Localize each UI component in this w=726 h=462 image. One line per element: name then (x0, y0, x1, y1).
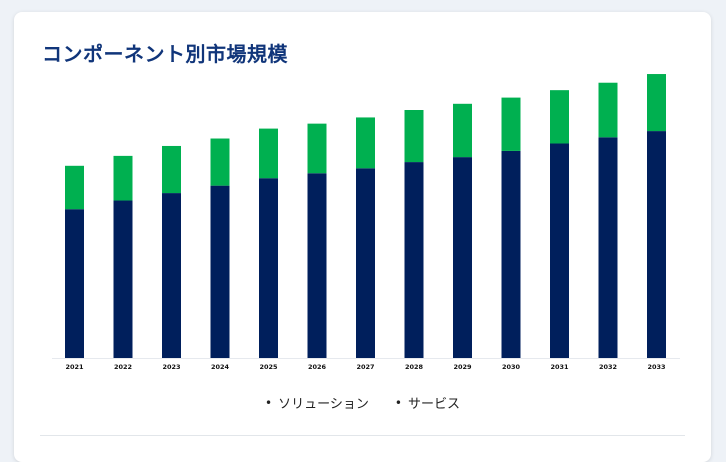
bar-solution-2032[interactable] (598, 137, 618, 358)
bar-solution-2027[interactable] (356, 168, 375, 358)
bar-service-2032[interactable] (598, 82, 618, 138)
bar-solution-2025[interactable] (259, 178, 278, 358)
x-tick-label-2028: 2028 (405, 363, 424, 371)
bar-service-2033[interactable] (647, 74, 666, 132)
legend-bullet-service: • (394, 395, 402, 410)
x-tick-label-2030: 2030 (502, 363, 521, 371)
divider (40, 435, 685, 436)
bar-solution-2029[interactable] (453, 157, 472, 358)
chart-legend: • ソリューション • サービス (14, 393, 711, 413)
bar-solution-2022[interactable] (113, 200, 133, 358)
bar-service-2029[interactable] (453, 103, 472, 158)
x-tick-label-2023: 2023 (162, 363, 180, 371)
legend-label-solution: ソリューション (278, 397, 369, 412)
bar-solution-2030[interactable] (501, 150, 521, 358)
x-tick-label-2029: 2029 (453, 363, 472, 371)
bar-solution-2031[interactable] (550, 143, 569, 358)
legend-bullet-solution: • (265, 395, 273, 410)
bar-service-2027[interactable] (356, 117, 375, 169)
bar-service-2025[interactable] (259, 128, 278, 179)
bar-service-2024[interactable] (210, 138, 230, 186)
bar-solution-2021[interactable] (65, 209, 84, 358)
x-tick-label-2033: 2033 (647, 363, 665, 371)
bar-solution-2024[interactable] (210, 185, 230, 358)
x-tick-label-2021: 2021 (65, 363, 84, 371)
bar-service-2031[interactable] (550, 90, 569, 144)
x-tick-label-2024: 2024 (211, 363, 230, 371)
bar-service-2026[interactable] (307, 123, 327, 174)
legend-item-solution[interactable]: • ソリューション (265, 393, 369, 413)
bar-solution-2023[interactable] (162, 193, 181, 358)
bar-service-2028[interactable] (404, 110, 424, 163)
x-tick-label-2022: 2022 (114, 363, 132, 371)
bar-service-2023[interactable] (162, 145, 181, 194)
bar-service-2022[interactable] (113, 155, 133, 201)
stacked-bar-chart: 2021 2022 2023 2024 2025 2026 2027 2028 2029 2030… (52, 74, 680, 371)
legend-label-service: サービス (407, 397, 460, 412)
bar-service-2030[interactable] (501, 97, 521, 151)
bar-solution-2028[interactable] (404, 162, 424, 358)
x-tick-label-2031: 2031 (550, 363, 569, 371)
bar-solution-2033[interactable] (647, 131, 666, 358)
chart-card: コンポーネント別市場規模 2021 2022 2023 2024 2025 2026 202… (14, 12, 711, 462)
legend-item-service[interactable]: • サービス (394, 393, 460, 413)
x-tick-label-2032: 2032 (599, 363, 617, 371)
bar-service-2021[interactable] (65, 165, 84, 210)
chart-title: コンポーネント別市場規模 (42, 42, 288, 66)
bar-solution-2026[interactable] (307, 173, 327, 358)
x-tick-label-2026: 2026 (308, 363, 327, 371)
x-tick-label-2025: 2025 (259, 363, 278, 371)
x-tick-label-2027: 2027 (356, 363, 374, 371)
